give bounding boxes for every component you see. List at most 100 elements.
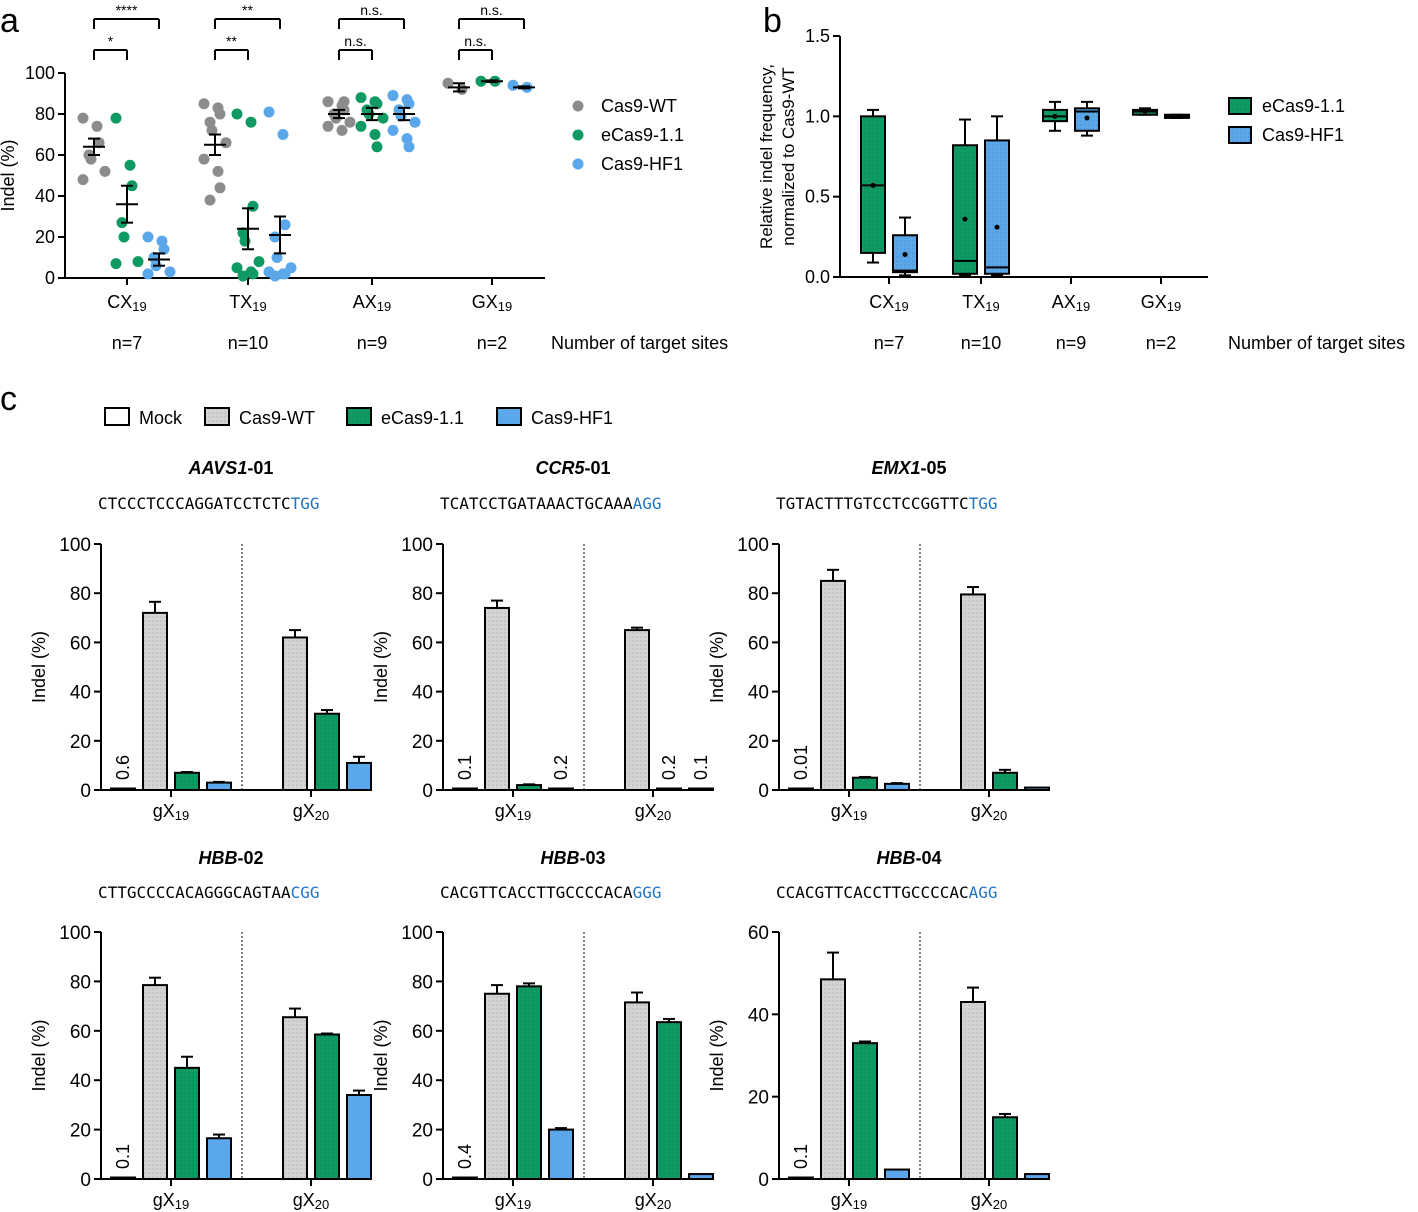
x-tick-label-c: gX19 <box>831 1190 867 1212</box>
legend-marker-a <box>572 100 584 112</box>
legend-label-c: Mock <box>139 408 183 428</box>
sig-label-inner: n.s. <box>464 33 487 49</box>
y-tick-label-c: 40 <box>412 1071 433 1092</box>
y-axis-label-c: Indel (%) <box>371 1019 391 1091</box>
n-label-b: n=2 <box>1146 333 1177 353</box>
y-tick-label-b: 1.0 <box>805 106 830 126</box>
subpanel-EMX1-05: EMX1-05 TGTACTTTGTCCTCCGGTTCTGG 0 20 40 60 80 1… <box>707 458 1050 823</box>
y-tick-label-c: 100 <box>737 535 769 556</box>
data-point-Cas9-WT <box>220 137 232 149</box>
data-point-eCas9-1.1 <box>231 262 243 274</box>
x-tick-label-a: CX19 <box>107 292 146 314</box>
data-point-eCas9-1.1 <box>132 256 144 268</box>
x-tick-label-c: gX20 <box>635 1190 671 1212</box>
data-point-eCas9-1.1 <box>118 231 130 243</box>
subpanel-HBB-02: HBB-02 CTTGCCCCACAGGGCAGTAACGG 0 20 40 60 80 10… <box>29 848 372 1212</box>
bar-eCas9-1.1 <box>314 712 340 791</box>
y-axis-label-c: Indel (%) <box>29 631 49 703</box>
box-Cas9-HF1 <box>984 139 1010 275</box>
bar-eCas9-1.1 <box>992 1116 1018 1180</box>
bar-Mock <box>110 787 136 791</box>
x-tick-label-b: AX19 <box>1052 292 1090 314</box>
data-point-Cas9-HF1 <box>164 266 176 278</box>
bar-eCas9-1.1 <box>174 771 200 792</box>
legend-swatch-c <box>496 407 522 426</box>
bar-value-label: 0.2 <box>659 755 679 780</box>
y-tick-label-c: 20 <box>412 1121 433 1142</box>
x-tick-label-a: TX19 <box>229 292 266 314</box>
y-tick-label-a: 20 <box>35 227 55 247</box>
y-tick-label-c: 20 <box>748 732 769 753</box>
x-tick-label-b: TX19 <box>962 292 999 314</box>
bar-Cas9-WT <box>484 606 510 792</box>
y-axis-label-c: Indel (%) <box>29 1019 49 1091</box>
data-point-eCas9-1.1 <box>355 92 367 104</box>
data-point-eCas9-1.1 <box>247 200 259 212</box>
y-tick-label-b: 1.5 <box>805 26 830 46</box>
data-point-Cas9-HF1 <box>403 98 415 110</box>
y-tick-label-c: 20 <box>748 1088 769 1109</box>
sig-label-outer: n.s. <box>480 2 503 18</box>
data-point-eCas9-1.1 <box>231 108 243 120</box>
sig-label-outer: n.s. <box>360 2 383 18</box>
subpanel-AAVS1-01: AAVS1-01 CTCCCTCCCAGGATCCTCTCTGG 0 20 40 60 80… <box>29 458 372 823</box>
y-axis-label-c: Indel (%) <box>707 1019 727 1091</box>
data-point-Cas9-HF1 <box>387 124 399 136</box>
bar-Mock <box>452 787 478 791</box>
y-axis-label-b-line2: normalized to Cas9-WT <box>779 67 798 246</box>
data-point-Cas9-WT <box>214 182 226 194</box>
bar-eCas9-1.1 <box>656 787 682 791</box>
data-point-eCas9-1.1 <box>237 270 249 282</box>
bar-Cas9-WT <box>282 636 308 791</box>
data-point-Cas9-WT <box>338 96 350 108</box>
mean-dot <box>1142 109 1148 115</box>
x-tick-label-c: gX20 <box>293 801 329 823</box>
subpanel-HBB-03: HBB-03 CACGTTCACCTTGCCCCACAGGG 0 20 40 60 80 10… <box>371 848 714 1212</box>
y-tick-label-c: 60 <box>70 633 91 654</box>
data-point-eCas9-1.1 <box>253 256 265 268</box>
target-sequence: TCATCCTGATAAACTGCAAAAGG <box>440 494 662 513</box>
legend-label-b: eCas9-1.1 <box>1262 96 1345 116</box>
data-point-eCas9-1.1 <box>245 116 257 128</box>
data-point-eCas9-1.1 <box>247 268 259 280</box>
bar-value-label: 0.1 <box>113 1144 133 1169</box>
bar-Cas9-HF1 <box>206 1137 232 1180</box>
y-tick-label-c: 20 <box>70 732 91 753</box>
legend-label-a: Cas9-HF1 <box>601 154 683 174</box>
data-point-Cas9-WT <box>77 174 89 186</box>
y-tick-label-c: 100 <box>401 923 433 944</box>
bar-Mock <box>110 1176 136 1180</box>
legend-swatch-b <box>1228 97 1252 115</box>
data-point-Cas9-WT <box>322 96 334 108</box>
data-point-eCas9-1.1 <box>237 227 249 239</box>
subpanel-title: AAVS1-01 <box>188 458 274 478</box>
y-tick-label-a: 80 <box>35 104 55 124</box>
y-tick-label-c: 100 <box>401 535 433 556</box>
data-point-Cas9-HF1 <box>409 116 421 128</box>
data-point-eCas9-1.1 <box>124 159 136 171</box>
bar-Cas9-HF1 <box>884 782 910 791</box>
y-tick-label-c: 80 <box>70 584 91 605</box>
legend-marker-a <box>572 158 584 170</box>
data-point-Cas9-WT <box>99 165 111 177</box>
mean-dot <box>1052 113 1058 119</box>
mean-dot <box>1174 113 1180 119</box>
data-point-Cas9-WT <box>198 98 210 110</box>
x-tick-label-c: gX20 <box>971 801 1007 823</box>
x-tick-label-b: CX19 <box>869 292 908 314</box>
sig-label-inner: ** <box>226 33 237 49</box>
target-sites-label-b: Number of target sites <box>1228 333 1405 353</box>
legend-marker-a <box>572 129 584 141</box>
y-tick-label-c: 20 <box>412 732 433 753</box>
y-axis-label-a: Indel (%) <box>0 139 18 211</box>
y-tick-label-a: 100 <box>25 63 55 83</box>
target-sequence: CCACGTTCACCTTGCCCCACAGG <box>776 883 998 902</box>
bar-value-label: 0.1 <box>791 1144 811 1169</box>
y-tick-label-c: 0 <box>758 781 769 802</box>
bar-eCas9-1.1 <box>174 1066 200 1180</box>
x-tick-label-a: GX19 <box>472 292 512 314</box>
y-tick-label-c: 80 <box>412 972 433 993</box>
y-tick-label-c: 60 <box>412 1022 433 1043</box>
bar-eCas9-1.1 <box>314 1033 340 1180</box>
data-point-Cas9-HF1 <box>403 141 415 153</box>
